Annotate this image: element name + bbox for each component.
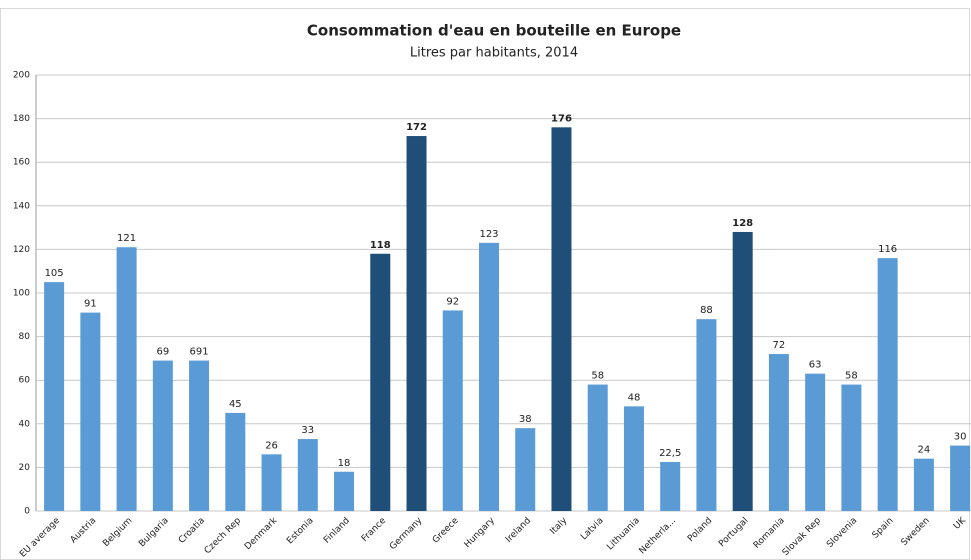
bar — [479, 242, 499, 512]
value-label: 18 — [338, 458, 351, 469]
bar — [442, 310, 463, 511]
value-label: 69 — [156, 347, 169, 358]
value-label: 72 — [773, 340, 786, 351]
value-label: 38 — [519, 414, 532, 425]
bar — [116, 247, 137, 511]
bar — [152, 360, 173, 511]
chart-title: Consommation d'eau en bouteille en Europ… — [307, 22, 681, 40]
value-label: 63 — [809, 360, 822, 371]
y-tick-label: 20 — [19, 463, 31, 473]
value-label: 33 — [301, 425, 314, 436]
bar — [877, 258, 898, 511]
value-label: 128 — [732, 218, 753, 229]
y-tick-label: 60 — [19, 376, 31, 386]
value-label: 123 — [479, 229, 498, 240]
value-label: 58 — [845, 371, 858, 382]
chart-subtitle: Litres par habitants, 2014 — [410, 46, 578, 61]
y-tick-label: 40 — [19, 419, 31, 429]
bar — [913, 458, 934, 511]
y-tick-label: 80 — [19, 332, 31, 342]
bar — [696, 319, 717, 511]
bar — [623, 406, 644, 511]
y-tick-label: 140 — [13, 201, 30, 211]
bar — [189, 360, 210, 511]
bar — [334, 471, 355, 511]
value-label: 691 — [190, 347, 209, 358]
bar — [768, 354, 789, 511]
bar — [515, 428, 536, 511]
value-label: 30 — [954, 432, 967, 443]
bar — [805, 373, 826, 511]
bar — [44, 282, 65, 511]
value-label: 118 — [370, 240, 391, 251]
bar — [551, 127, 572, 511]
bar — [406, 136, 427, 512]
y-tick-label: 120 — [13, 245, 30, 255]
bar — [261, 454, 282, 511]
bar — [225, 412, 246, 511]
value-label: 91 — [84, 299, 97, 310]
value-label: 121 — [117, 233, 136, 244]
value-label: 176 — [551, 113, 572, 124]
bar — [660, 461, 681, 511]
value-label: 105 — [45, 268, 64, 279]
value-label: 22,5 — [659, 448, 681, 459]
value-label: 45 — [229, 399, 242, 410]
y-tick-label: 200 — [13, 71, 30, 81]
value-label: 24 — [918, 445, 931, 456]
bar — [732, 231, 753, 511]
value-label: 92 — [446, 296, 459, 307]
value-label: 48 — [628, 392, 641, 403]
y-tick-label: 160 — [13, 158, 30, 168]
value-label: 88 — [700, 305, 713, 316]
value-label: 26 — [265, 440, 278, 451]
y-tick-label: 100 — [13, 289, 30, 299]
bar — [297, 439, 318, 511]
bar — [587, 384, 608, 511]
bar — [370, 253, 391, 511]
bar — [80, 312, 101, 511]
bar — [950, 445, 971, 511]
y-tick-label: 180 — [13, 114, 30, 124]
value-label: 58 — [591, 371, 604, 382]
bar — [841, 384, 862, 511]
y-tick-label: 0 — [24, 507, 30, 517]
value-label: 116 — [878, 244, 897, 255]
value-label: 172 — [406, 122, 427, 133]
